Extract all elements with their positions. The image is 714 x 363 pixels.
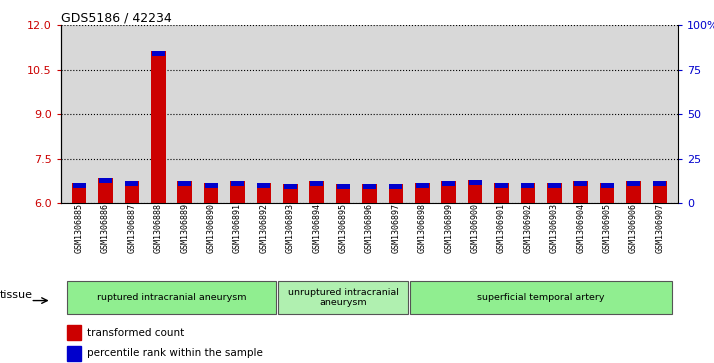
Bar [283, 184, 297, 189]
Bar [521, 183, 535, 203]
Bar [72, 183, 86, 203]
Bar [67, 325, 81, 340]
FancyBboxPatch shape [278, 281, 408, 314]
Text: GSM1306899: GSM1306899 [444, 203, 453, 253]
Text: superficial temporal artery: superficial temporal artery [477, 293, 605, 302]
Text: GSM1306901: GSM1306901 [497, 203, 506, 253]
Bar [548, 183, 560, 188]
Bar [416, 183, 429, 188]
Text: GSM1306893: GSM1306893 [286, 203, 295, 253]
Text: GSM1306902: GSM1306902 [523, 203, 533, 253]
Text: tissue: tissue [0, 290, 33, 300]
Bar [388, 184, 403, 203]
Text: GSM1306894: GSM1306894 [312, 203, 321, 253]
Bar [362, 184, 377, 203]
Bar [204, 183, 218, 203]
Bar [653, 181, 666, 186]
Text: GSM1306890: GSM1306890 [206, 203, 216, 253]
Bar [442, 181, 456, 186]
Text: GSM1306891: GSM1306891 [233, 203, 242, 253]
Text: percentile rank within the sample: percentile rank within the sample [87, 348, 263, 358]
Bar [389, 184, 403, 189]
Bar [99, 178, 112, 183]
Bar [336, 184, 350, 189]
Bar [67, 346, 81, 361]
Bar [231, 181, 245, 203]
Text: GSM1306900: GSM1306900 [471, 203, 480, 253]
Bar [205, 183, 218, 188]
Bar [231, 181, 244, 186]
Bar [415, 183, 430, 203]
Text: GSM1306897: GSM1306897 [391, 203, 401, 253]
Text: unruptured intracranial
aneurysm: unruptured intracranial aneurysm [288, 288, 398, 307]
Bar [310, 181, 323, 186]
FancyBboxPatch shape [410, 281, 672, 314]
Text: GSM1306895: GSM1306895 [338, 203, 348, 253]
Text: GSM1306887: GSM1306887 [128, 203, 136, 253]
Bar [309, 181, 324, 203]
Text: GSM1306889: GSM1306889 [180, 203, 189, 253]
Bar [178, 181, 191, 186]
Bar [152, 50, 165, 56]
Text: GDS5186 / 42234: GDS5186 / 42234 [61, 11, 171, 24]
Bar [574, 181, 587, 186]
Text: GSM1306898: GSM1306898 [418, 203, 427, 253]
Bar [257, 183, 271, 188]
Bar [73, 183, 86, 188]
Bar [283, 184, 298, 203]
Bar [547, 183, 561, 203]
Text: GSM1306903: GSM1306903 [550, 203, 559, 253]
Bar [600, 183, 613, 188]
Bar [600, 183, 614, 203]
Text: GSM1306906: GSM1306906 [629, 203, 638, 253]
Text: GSM1306886: GSM1306886 [101, 203, 110, 253]
Bar [653, 181, 667, 203]
Bar [521, 183, 534, 188]
Bar [494, 183, 508, 203]
Bar [495, 183, 508, 188]
Text: GSM1306904: GSM1306904 [576, 203, 585, 253]
Bar [99, 178, 113, 203]
Bar [441, 181, 456, 203]
FancyBboxPatch shape [67, 281, 276, 314]
Bar [178, 181, 192, 203]
Bar [627, 181, 640, 186]
Text: ruptured intracranial aneurysm: ruptured intracranial aneurysm [97, 293, 246, 302]
Text: transformed count: transformed count [87, 327, 184, 338]
Bar [126, 181, 139, 186]
Bar [626, 181, 640, 203]
Bar [468, 180, 483, 203]
Bar [256, 183, 271, 203]
Bar [151, 50, 166, 203]
Bar [468, 180, 482, 185]
Bar [125, 181, 139, 203]
Bar [336, 184, 351, 203]
Bar [573, 181, 588, 203]
Text: GSM1306907: GSM1306907 [655, 203, 664, 253]
Text: GSM1306892: GSM1306892 [259, 203, 268, 253]
Text: GSM1306905: GSM1306905 [603, 203, 611, 253]
Text: GSM1306896: GSM1306896 [365, 203, 374, 253]
Text: GSM1306888: GSM1306888 [154, 203, 163, 253]
Bar [363, 184, 376, 189]
Text: GSM1306885: GSM1306885 [75, 203, 84, 253]
